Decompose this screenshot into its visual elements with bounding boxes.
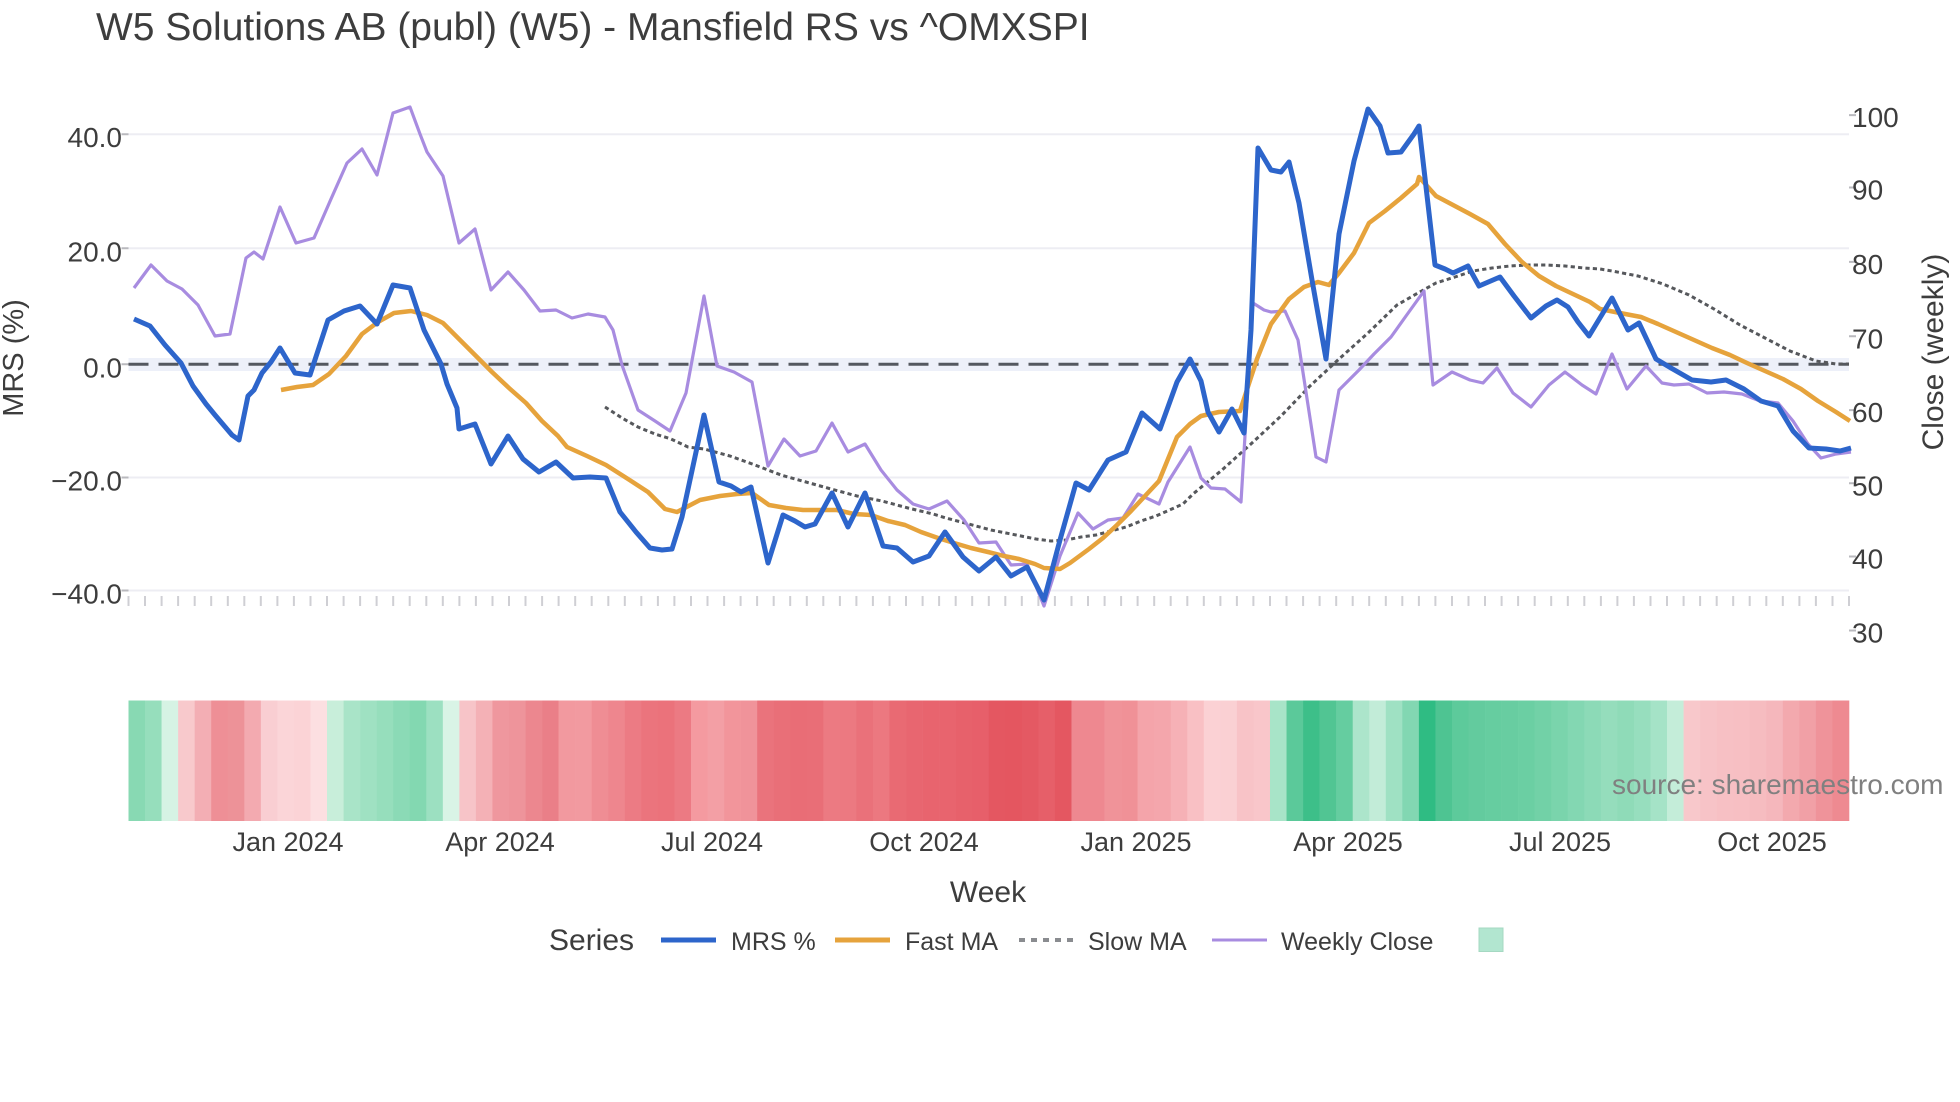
svg-text:Jul 2025: Jul 2025 — [1509, 827, 1611, 857]
svg-text:30: 30 — [1852, 618, 1883, 649]
svg-text:W5 Solutions AB (publ) (W5) -: W5 Solutions AB (publ) (W5) - Mansfield … — [96, 6, 1090, 49]
svg-text:100: 100 — [1852, 102, 1899, 133]
svg-text:MRS (%): MRS (%) — [0, 299, 30, 417]
svg-text:Close (weekly): Close (weekly) — [1917, 254, 1950, 451]
svg-text:40.0: 40.0 — [68, 122, 123, 153]
svg-text:0.0: 0.0 — [83, 352, 122, 383]
svg-text:source: sharemaestro.com: source: sharemaestro.com — [1612, 769, 1943, 800]
svg-text:70: 70 — [1852, 323, 1883, 354]
svg-text:80: 80 — [1852, 249, 1883, 280]
svg-text:Jan 2025: Jan 2025 — [1080, 827, 1191, 857]
svg-text:Jul 2024: Jul 2024 — [661, 827, 763, 857]
svg-text:Week: Week — [950, 876, 1027, 909]
svg-text:Apr 2025: Apr 2025 — [1293, 827, 1403, 857]
svg-text:Jan 2024: Jan 2024 — [232, 827, 343, 857]
svg-text:Oct 2024: Oct 2024 — [869, 827, 979, 857]
svg-text:Weekly Close: Weekly Close — [1281, 928, 1433, 956]
svg-text:40: 40 — [1852, 544, 1883, 575]
svg-text:50: 50 — [1852, 470, 1883, 501]
svg-text:Slow MA: Slow MA — [1088, 928, 1187, 956]
svg-text:90: 90 — [1852, 175, 1883, 206]
svg-text:−40.0: −40.0 — [51, 579, 122, 610]
svg-text:Fast MA: Fast MA — [905, 928, 998, 956]
svg-text:Series: Series — [549, 924, 634, 957]
svg-text:Apr 2024: Apr 2024 — [445, 827, 555, 857]
svg-text:Oct 2025: Oct 2025 — [1717, 827, 1827, 857]
svg-text:20.0: 20.0 — [68, 236, 123, 267]
svg-text:−20.0: −20.0 — [51, 466, 122, 497]
svg-text:MRS %: MRS % — [731, 928, 816, 956]
svg-text:60: 60 — [1852, 397, 1883, 428]
